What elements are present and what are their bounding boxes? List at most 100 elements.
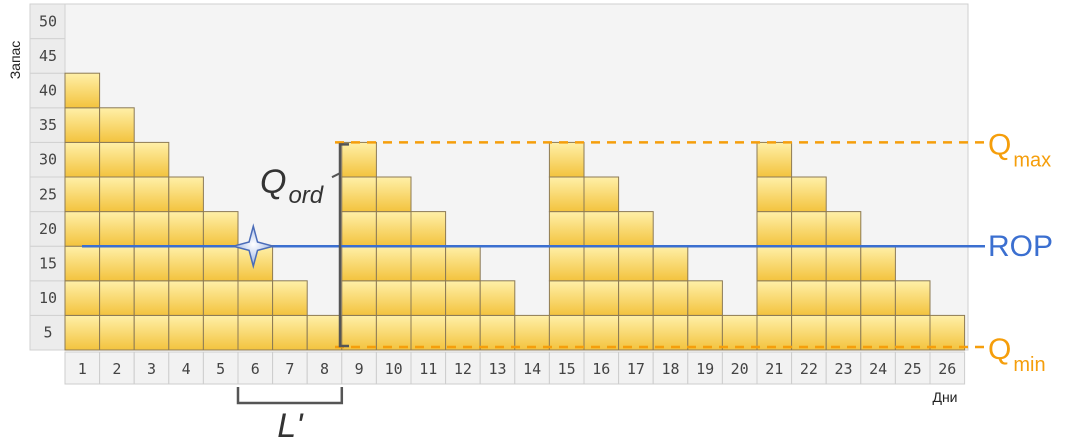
bar-block [133,314,170,351]
y-axis-ticks: 5 10 15 20 25 30 35 40 45 50 [29,3,66,351]
bar-block [133,211,170,247]
x-tick-label: 22 [800,360,818,378]
y-tick-cell [29,314,66,351]
bar-block [687,280,723,316]
x-tick-label: 18 [661,360,679,378]
x-tick-cell [341,351,377,385]
bar-block [168,176,204,213]
bar-day-22 [791,176,827,351]
bar-block [64,107,101,143]
bar-day-16 [583,176,620,351]
x-tick-cell [237,351,274,385]
x-tick-cell [375,351,412,385]
y-axis-label: Запас [7,41,23,80]
bar-block [825,280,862,316]
bar-block [410,211,447,247]
x-tick-label: 1 [78,360,87,378]
x-tick-label: 14 [523,360,541,378]
x-tick-cell [306,351,343,385]
bar-day-23 [825,211,862,351]
bar-block [64,314,101,351]
bar-block [687,314,723,351]
bar-block [99,245,135,282]
bar-day-6 [237,245,274,351]
x-tick-cell [514,351,550,385]
bar-day-18 [652,245,689,351]
bar-day-14 [514,314,550,351]
bar-block [341,141,377,178]
bar-block [237,314,274,351]
y-tick-cell [29,38,66,74]
bar-block [341,176,377,213]
bar-block [756,245,793,282]
y-tick-label: 50 [39,12,57,30]
x-tick-label: 5 [216,360,225,378]
bar-day-20 [721,314,758,351]
qord-bracket [338,143,349,348]
x-tick-label: 16 [592,360,610,378]
bar-block [410,280,447,316]
y-tick-cell [29,211,66,247]
bar-block [64,72,101,109]
x-tick-cell [99,351,135,385]
bar-day-2 [99,107,135,351]
x-tick-label: 25 [904,360,922,378]
x-tick-label: 8 [320,360,329,378]
bar-block [756,211,793,247]
bar-day-3 [133,141,170,351]
bar-block [548,314,585,351]
y-tick-label: 5 [43,324,52,342]
bar-block [168,314,204,351]
bar-block [99,211,135,247]
bar-block [756,280,793,316]
bar-block [375,211,412,247]
bar-block [341,314,377,351]
bar-block [548,211,585,247]
x-tick-label: 3 [147,360,156,378]
lead-time-bracket [236,387,344,405]
bar-block [64,245,101,282]
bar-day-9 [341,141,377,351]
bar-block [479,280,516,316]
bar-block [445,314,481,351]
bar-block [375,314,412,351]
bar-day-13 [479,280,516,351]
bar-day-8 [306,314,343,351]
bar-block [583,211,620,247]
x-tick-label: 6 [251,360,260,378]
bar-day-10 [375,176,412,351]
bar-block [445,280,481,316]
bar-day-7 [272,280,308,351]
x-tick-label: 9 [355,360,364,378]
bar-block [583,176,620,213]
bar-block [202,314,239,351]
bar-day-4 [168,176,204,351]
bar-block [756,176,793,213]
bar-block [721,314,758,351]
bar-block [64,211,101,247]
bar-block [99,280,135,316]
bar-day-19 [687,280,723,351]
bar-block [756,141,793,178]
x-tick-cell [618,351,654,385]
ref-label-rop: ROP [988,230,1053,263]
bar-block [583,314,620,351]
x-tick-label: 7 [285,360,294,378]
bar-block [202,211,239,247]
bar-block [64,141,101,178]
y-tick-cell [29,3,66,40]
bar-block [618,211,654,247]
x-tick-cell [410,351,447,385]
bar-block [652,314,689,351]
bar-block [133,176,170,213]
bar-block [168,245,204,282]
bar-block [894,280,931,316]
bar-block [375,245,412,282]
x-tick-label: 19 [696,360,714,378]
bar-block [272,314,308,351]
bar-block [929,314,966,351]
bar-block [825,314,862,351]
